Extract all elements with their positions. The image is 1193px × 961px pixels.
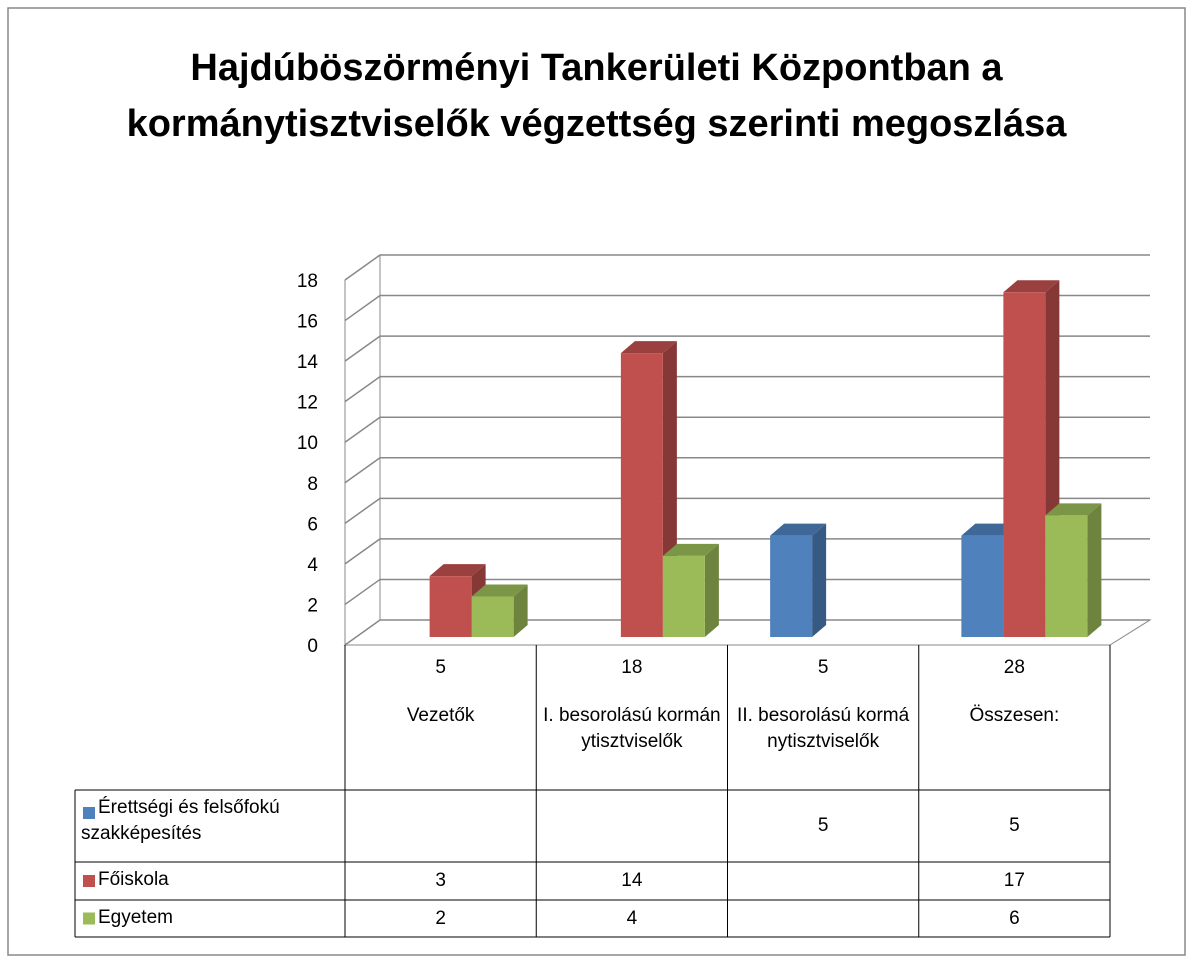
y-tick-label: 10 — [297, 433, 318, 454]
bar-top — [1003, 280, 1060, 293]
grid-line — [344, 335, 1150, 362]
y-tick-label: 4 — [307, 555, 318, 576]
bar-top — [620, 341, 677, 354]
grid-line — [344, 254, 1150, 281]
y-tick-label: 0 — [307, 636, 318, 657]
bar-side — [812, 523, 827, 637]
bar-top — [471, 584, 528, 597]
chart-border — [7, 7, 1186, 956]
category-label: Összesen: — [969, 705, 1060, 726]
table-value: 17 — [1003, 870, 1025, 891]
table-value: 2 — [435, 907, 446, 929]
grid-line — [344, 294, 1150, 322]
y-tick-label: 6 — [307, 514, 318, 535]
y-tick-label: 2 — [307, 595, 318, 616]
y-tick-label: 12 — [297, 393, 318, 414]
table-value: 5 — [817, 815, 829, 836]
bar — [620, 353, 663, 637]
y-tick-label: 16 — [297, 312, 318, 333]
legend-label: Egyetem — [98, 907, 173, 928]
y-tick-label: 18 — [297, 271, 318, 292]
grid-line — [344, 375, 1150, 403]
bar-top — [1045, 503, 1102, 516]
chart-title: Hajdúböszörményi Tankerületi Központban … — [126, 47, 1067, 145]
grid-line — [344, 538, 1150, 565]
legend-label: Érettségi és felsőfokú szakképesítés — [81, 797, 280, 844]
bar — [429, 576, 472, 637]
bar — [961, 535, 1004, 637]
category-count: 18 — [621, 657, 643, 678]
category-label: I. besorolású kormánytisztviselők — [543, 705, 721, 752]
legend-swatch — [83, 875, 95, 887]
table-value: 6 — [1009, 907, 1020, 929]
bar — [471, 596, 514, 637]
y-tick-label: 8 — [307, 474, 318, 495]
category-count: 28 — [1003, 657, 1025, 678]
grid-line — [344, 497, 1150, 524]
bar — [1045, 515, 1088, 637]
grid-line — [344, 619, 1150, 646]
bar-top — [770, 523, 827, 536]
legend-label: Főiskola — [98, 869, 169, 890]
bar-side — [513, 584, 528, 637]
table-value: 5 — [1009, 815, 1020, 836]
bar — [1003, 292, 1046, 637]
grid-line — [344, 457, 1150, 484]
y-tick-label: 14 — [297, 352, 319, 373]
bar-side — [704, 543, 719, 637]
bar-top — [662, 543, 719, 556]
category-count: 5 — [817, 657, 829, 678]
category-label: Vezetők — [406, 705, 475, 726]
legend-swatch — [83, 912, 95, 925]
table-value: 3 — [435, 870, 446, 891]
bar — [770, 535, 813, 637]
table-value: 14 — [621, 870, 643, 891]
grid-line — [344, 416, 1150, 443]
legend-swatch — [83, 807, 95, 819]
bar-side — [1087, 503, 1102, 637]
bar — [662, 555, 705, 637]
category-count: 5 — [435, 657, 446, 678]
table-value: 4 — [626, 907, 638, 929]
category-label: II. besorolású kormánytisztviselők — [737, 705, 910, 752]
grid-line — [344, 578, 1150, 606]
bar-top — [429, 564, 486, 577]
